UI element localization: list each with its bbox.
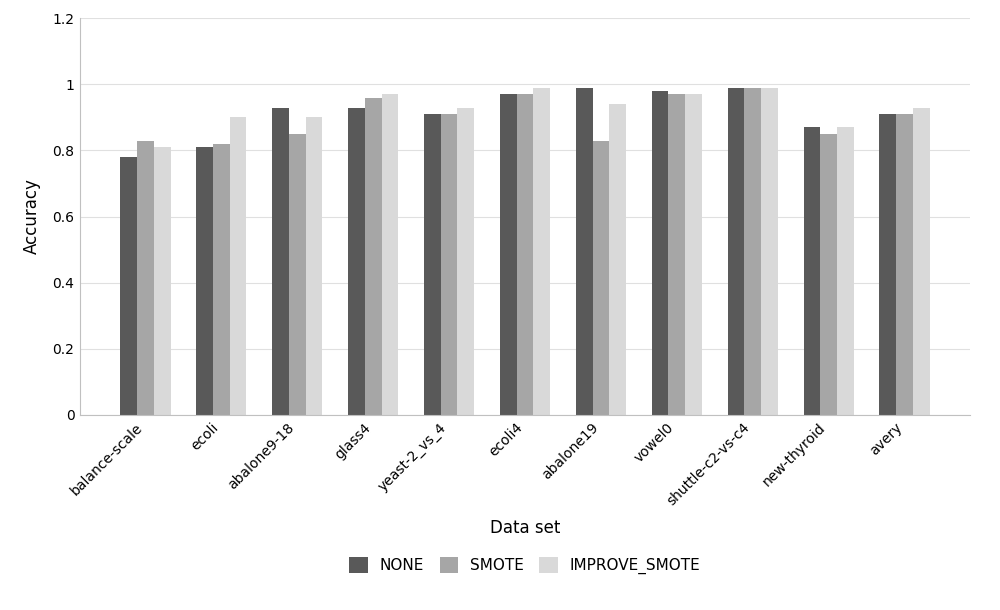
Bar — [837, 127, 854, 415]
Bar — [728, 88, 744, 415]
Bar — [913, 107, 930, 415]
Bar — [213, 144, 230, 415]
Bar — [365, 98, 382, 415]
Bar — [196, 147, 213, 415]
Legend: NONE, SMOTE, IMPROVE_SMOTE: NONE, SMOTE, IMPROVE_SMOTE — [342, 550, 708, 582]
Bar — [120, 157, 137, 415]
Bar — [668, 95, 685, 415]
Bar — [652, 91, 668, 415]
Bar — [289, 134, 306, 415]
Bar — [533, 88, 550, 415]
Bar — [517, 95, 533, 415]
Bar — [761, 88, 778, 415]
Bar — [306, 117, 322, 415]
Bar — [820, 134, 837, 415]
Y-axis label: Accuracy: Accuracy — [23, 179, 41, 254]
Bar — [744, 88, 761, 415]
Bar — [272, 107, 289, 415]
Bar — [896, 114, 913, 415]
Bar — [154, 147, 171, 415]
Bar — [382, 95, 398, 415]
Bar — [424, 114, 441, 415]
Bar — [137, 140, 154, 415]
Bar — [879, 114, 896, 415]
Bar — [804, 127, 820, 415]
Bar — [500, 95, 517, 415]
Bar — [593, 140, 609, 415]
Bar — [609, 104, 626, 415]
Bar — [441, 114, 457, 415]
Bar — [457, 107, 474, 415]
Bar — [576, 88, 593, 415]
Bar — [685, 95, 702, 415]
Bar — [230, 117, 246, 415]
Bar — [348, 107, 365, 415]
X-axis label: Data set: Data set — [490, 519, 560, 537]
